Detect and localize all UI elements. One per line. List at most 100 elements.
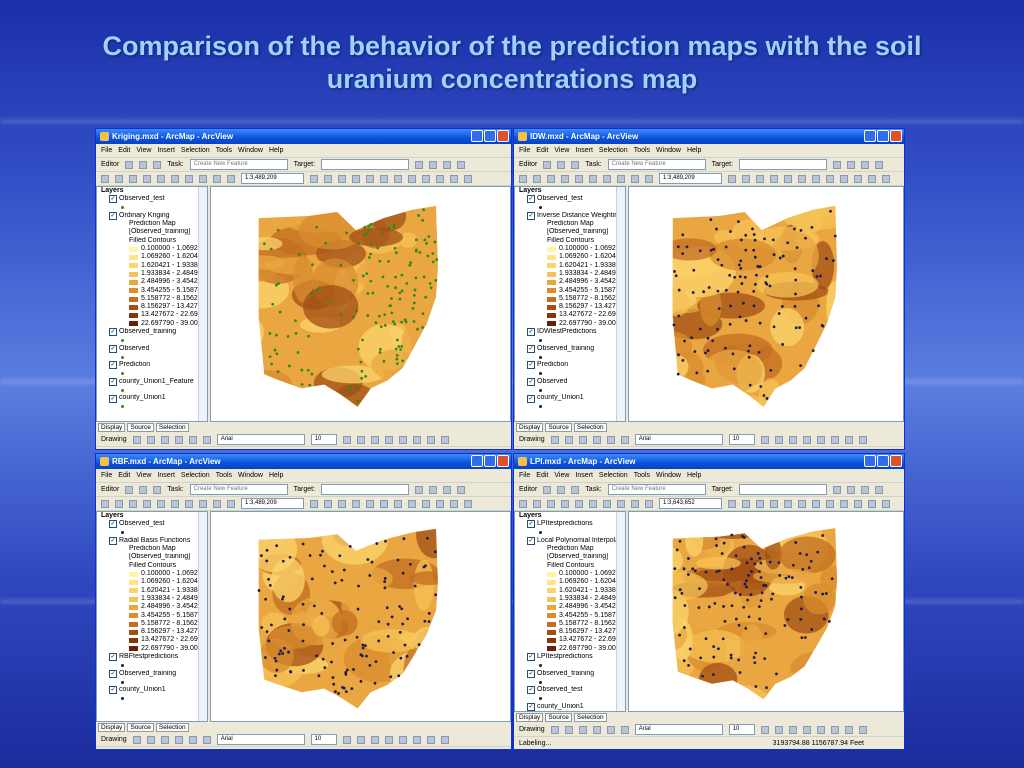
toolbar-icon[interactable] <box>844 725 853 734</box>
toc-tab[interactable]: Source <box>545 423 572 432</box>
toolbar-icon[interactable] <box>788 725 797 734</box>
toc-tab[interactable]: Selection <box>573 423 607 432</box>
toolbar-icon[interactable] <box>171 174 179 183</box>
layer-name[interactable]: Observed_test <box>119 195 165 203</box>
toolbar-icon[interactable] <box>394 174 402 183</box>
toc-tab[interactable]: Selection <box>155 423 189 432</box>
layer-checkbox[interactable]: ✓ <box>527 669 535 678</box>
task-dropdown[interactable]: Create New Feature <box>189 159 288 170</box>
layer-name[interactable]: county_Union1 <box>119 686 166 694</box>
task-dropdown[interactable]: Create New Feature <box>607 484 706 495</box>
toolbar-icon[interactable] <box>728 499 736 508</box>
layer-checkbox[interactable]: ✓ <box>109 394 117 403</box>
editor-menu[interactable]: Editor <box>101 486 120 493</box>
menu-item[interactable]: Help <box>686 147 702 154</box>
drawing-menu[interactable]: Drawing <box>519 726 545 733</box>
layer-checkbox[interactable]: ✓ <box>109 344 117 353</box>
layer-checkbox[interactable]: ✓ <box>527 686 535 695</box>
toolbar-icon[interactable] <box>592 725 601 734</box>
toc-tab[interactable]: Source <box>545 713 572 722</box>
toolbar-icon[interactable] <box>132 435 141 444</box>
toolbar-icon[interactable] <box>457 160 466 169</box>
toolbar-icon[interactable] <box>812 499 820 508</box>
toc-scrollbar[interactable] <box>198 187 207 421</box>
toolbar-icon[interactable] <box>550 435 559 444</box>
layer-name[interactable]: Prediction <box>119 361 151 369</box>
toolbar-icon[interactable] <box>547 499 555 508</box>
layer-name[interactable]: Ordinary Kriging <box>119 211 170 219</box>
toolbar-icon[interactable] <box>352 499 360 508</box>
menu-item[interactable]: Edit <box>118 147 131 154</box>
map-canvas[interactable] <box>629 187 903 421</box>
toolbar-icon[interactable] <box>443 160 452 169</box>
toolbar-icon[interactable] <box>543 485 552 494</box>
menu-item[interactable]: Selection <box>598 147 628 154</box>
size-box[interactable]: 10 <box>728 434 755 445</box>
layer-name[interactable]: Radial Basis Functions <box>119 536 191 544</box>
toolbar-icon[interactable] <box>547 174 555 183</box>
toolbar-icon[interactable] <box>830 725 839 734</box>
toolbar-icon[interactable] <box>380 499 388 508</box>
toolbar-icon[interactable] <box>213 174 221 183</box>
toolbar-icon[interactable] <box>868 499 876 508</box>
window-button[interactable] <box>864 455 876 467</box>
toolbar-icon[interactable] <box>631 499 639 508</box>
toolbar-icon[interactable] <box>157 174 165 183</box>
menu-item[interactable]: File <box>519 472 531 479</box>
toolbar-icon[interactable] <box>398 435 407 444</box>
toolbar-icon[interactable] <box>408 174 416 183</box>
toolbar-icon[interactable] <box>310 499 318 508</box>
toolbar-icon[interactable] <box>742 499 750 508</box>
toolbar-icon[interactable] <box>564 435 573 444</box>
toolbar-icon[interactable] <box>415 160 424 169</box>
toc-tab[interactable]: Source <box>127 423 154 432</box>
toolbar-icon[interactable] <box>443 485 452 494</box>
toolbar-icon[interactable] <box>575 499 583 508</box>
toolbar-icon[interactable] <box>770 499 778 508</box>
toolbar-icon[interactable] <box>380 174 388 183</box>
target-dropdown[interactable] <box>321 484 410 495</box>
toolbar-icon[interactable] <box>356 735 365 744</box>
toolbar-icon[interactable] <box>833 485 842 494</box>
toolbar-icon[interactable] <box>561 499 569 508</box>
menu-item[interactable]: View <box>554 147 570 154</box>
toolbar-icon[interactable] <box>199 174 207 183</box>
layer-name[interactable]: Observed_test <box>119 520 165 528</box>
toolbar-icon[interactable] <box>833 160 842 169</box>
toolbar-icon[interactable] <box>760 435 769 444</box>
toolbar-icon[interactable] <box>561 174 569 183</box>
toc-tab[interactable]: Selection <box>155 723 189 732</box>
menu-item[interactable]: Selection <box>598 472 628 479</box>
toolbar-icon[interactable] <box>617 499 625 508</box>
menu-item[interactable]: Edit <box>118 472 131 479</box>
toolbar-icon[interactable] <box>533 174 541 183</box>
toolbar-icon[interactable] <box>338 174 346 183</box>
toolbar-icon[interactable] <box>578 435 587 444</box>
toolbar-icon[interactable] <box>415 485 424 494</box>
layer-checkbox[interactable]: ✓ <box>527 520 535 529</box>
toolbar-icon[interactable] <box>571 160 580 169</box>
toolbar-icon[interactable] <box>464 174 472 183</box>
toolbar-icon[interactable] <box>816 725 825 734</box>
toolbar-icon[interactable] <box>188 735 197 744</box>
toc-scrollbar[interactable] <box>616 187 625 421</box>
layer-name[interactable]: county_Union1 <box>119 394 166 402</box>
toolbar-icon[interactable] <box>575 174 583 183</box>
toolbar-icon[interactable] <box>429 160 438 169</box>
menu-item[interactable]: View <box>554 472 570 479</box>
toolbar-icon[interactable] <box>774 725 783 734</box>
toolbar-icon[interactable] <box>875 160 884 169</box>
toolbar-icon[interactable] <box>153 160 162 169</box>
toolbar-icon[interactable] <box>830 435 839 444</box>
toolbar-icon[interactable] <box>457 485 466 494</box>
toolbar-icon[interactable] <box>171 499 179 508</box>
menu-item[interactable]: Insert <box>575 472 593 479</box>
size-box[interactable]: 10 <box>310 434 337 445</box>
toolbar-icon[interactable] <box>440 735 449 744</box>
layer-name[interactable]: LPItestpredictions <box>537 520 593 528</box>
toolbar-icon[interactable] <box>412 735 421 744</box>
layer-checkbox[interactable]: ✓ <box>527 377 535 386</box>
toolbar-icon[interactable] <box>784 499 792 508</box>
target-dropdown[interactable] <box>739 484 828 495</box>
toolbar-icon[interactable] <box>631 174 639 183</box>
